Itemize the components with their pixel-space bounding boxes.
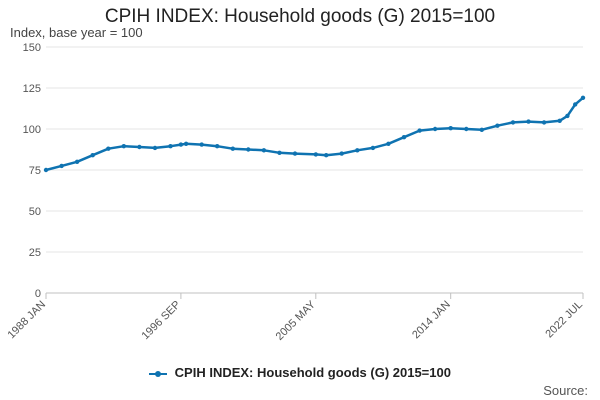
data-point — [168, 144, 173, 149]
data-point — [183, 141, 189, 146]
legend[interactable]: CPIH INDEX: Household goods (G) 2015=100 — [0, 365, 600, 380]
x-tick-label: 1988 JAN — [5, 299, 48, 342]
data-point — [386, 141, 391, 146]
y-tick-label: 25 — [29, 247, 41, 259]
data-point — [401, 135, 407, 140]
data-point — [495, 123, 500, 128]
data-point — [557, 118, 562, 124]
series-line — [45, 96, 584, 172]
data-point — [199, 142, 204, 147]
data-point — [417, 128, 422, 133]
y-tick-label: 50 — [29, 206, 41, 218]
y-tick-label: 100 — [23, 124, 41, 136]
data-point — [277, 150, 282, 155]
data-point — [479, 127, 484, 132]
data-point — [580, 95, 586, 101]
data-point — [432, 126, 438, 132]
data-point — [313, 152, 318, 157]
y-axis-label: Index, base year = 100 — [10, 25, 143, 40]
data-point — [74, 159, 80, 164]
data-point — [137, 144, 142, 150]
data-point — [121, 144, 127, 149]
data-point — [152, 145, 158, 151]
data-point — [59, 163, 64, 169]
data-point — [448, 126, 453, 131]
data-point — [464, 126, 469, 132]
data-point — [178, 142, 184, 147]
data-point — [90, 153, 95, 158]
data-point — [230, 146, 235, 151]
data-point — [261, 148, 267, 153]
data-point — [292, 151, 298, 156]
data-point — [106, 146, 111, 151]
data-point — [339, 151, 344, 156]
x-tick-label: 2014 JAN — [410, 299, 453, 342]
data-point — [355, 148, 360, 153]
data-point — [573, 102, 578, 107]
legend-label: CPIH INDEX: Household goods (G) 2015=100 — [174, 365, 451, 380]
y-tick-label: 150 — [23, 42, 41, 54]
data-point — [510, 120, 516, 125]
data-point — [370, 145, 376, 151]
x-tick-label: 1996 SEP — [139, 299, 183, 343]
source-label: Source: — [543, 383, 588, 398]
x-tick-label: 2022 JUL — [543, 299, 585, 341]
data-point — [246, 147, 251, 152]
data-point — [541, 120, 547, 125]
legend-swatch — [149, 369, 168, 379]
data-point — [526, 119, 531, 124]
data-point — [324, 153, 329, 158]
data-point — [43, 167, 49, 173]
x-tick-label: 2005 MAY — [274, 298, 319, 343]
data-point — [565, 113, 570, 119]
y-tick-label: 0 — [35, 288, 41, 300]
chart-title: CPIH INDEX: Household goods (G) 2015=100 — [104, 6, 496, 27]
y-tick-label: 125 — [23, 83, 41, 95]
data-point — [215, 144, 220, 149]
y-tick-label: 75 — [29, 165, 41, 177]
